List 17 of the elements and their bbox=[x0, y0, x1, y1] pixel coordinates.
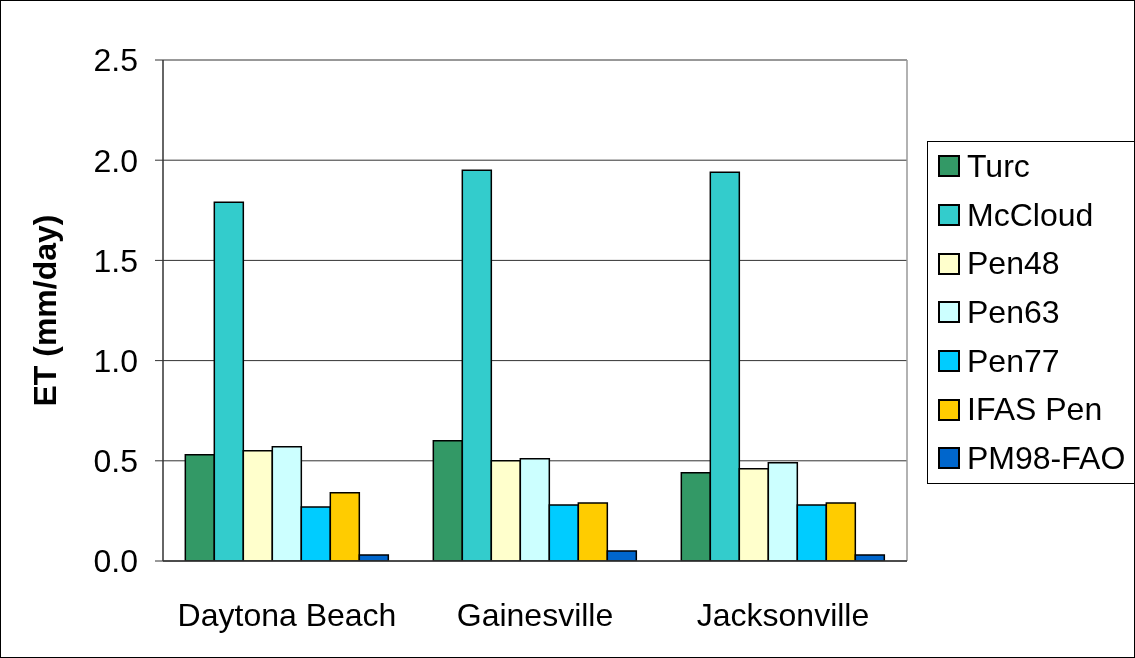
legend-label: PM98-FAO bbox=[967, 439, 1126, 477]
x-tick-label: Daytona Beach bbox=[177, 596, 397, 633]
legend-label: McCloud bbox=[967, 196, 1094, 234]
y-tick-label: 2.5 bbox=[93, 42, 138, 79]
legend-label: Pen63 bbox=[967, 293, 1060, 331]
y-axis-title: ET (mm/day) bbox=[27, 214, 64, 407]
y-tick-label: 2.0 bbox=[93, 142, 138, 179]
y-tick-label: 0.5 bbox=[93, 443, 138, 480]
x-tick-label: Gainesville bbox=[456, 596, 614, 633]
y-tick-label: 0.0 bbox=[93, 543, 138, 580]
legend-label: Pen77 bbox=[967, 342, 1060, 380]
y-tick-label: 1.5 bbox=[93, 242, 138, 279]
x-tick-label: Jacksonville bbox=[696, 596, 870, 633]
legend-label: Turc bbox=[967, 147, 1030, 185]
legend-label: Pen48 bbox=[967, 245, 1060, 283]
legend-label: IFAS Pen bbox=[967, 391, 1103, 429]
y-tick-label: 1.0 bbox=[93, 342, 138, 379]
